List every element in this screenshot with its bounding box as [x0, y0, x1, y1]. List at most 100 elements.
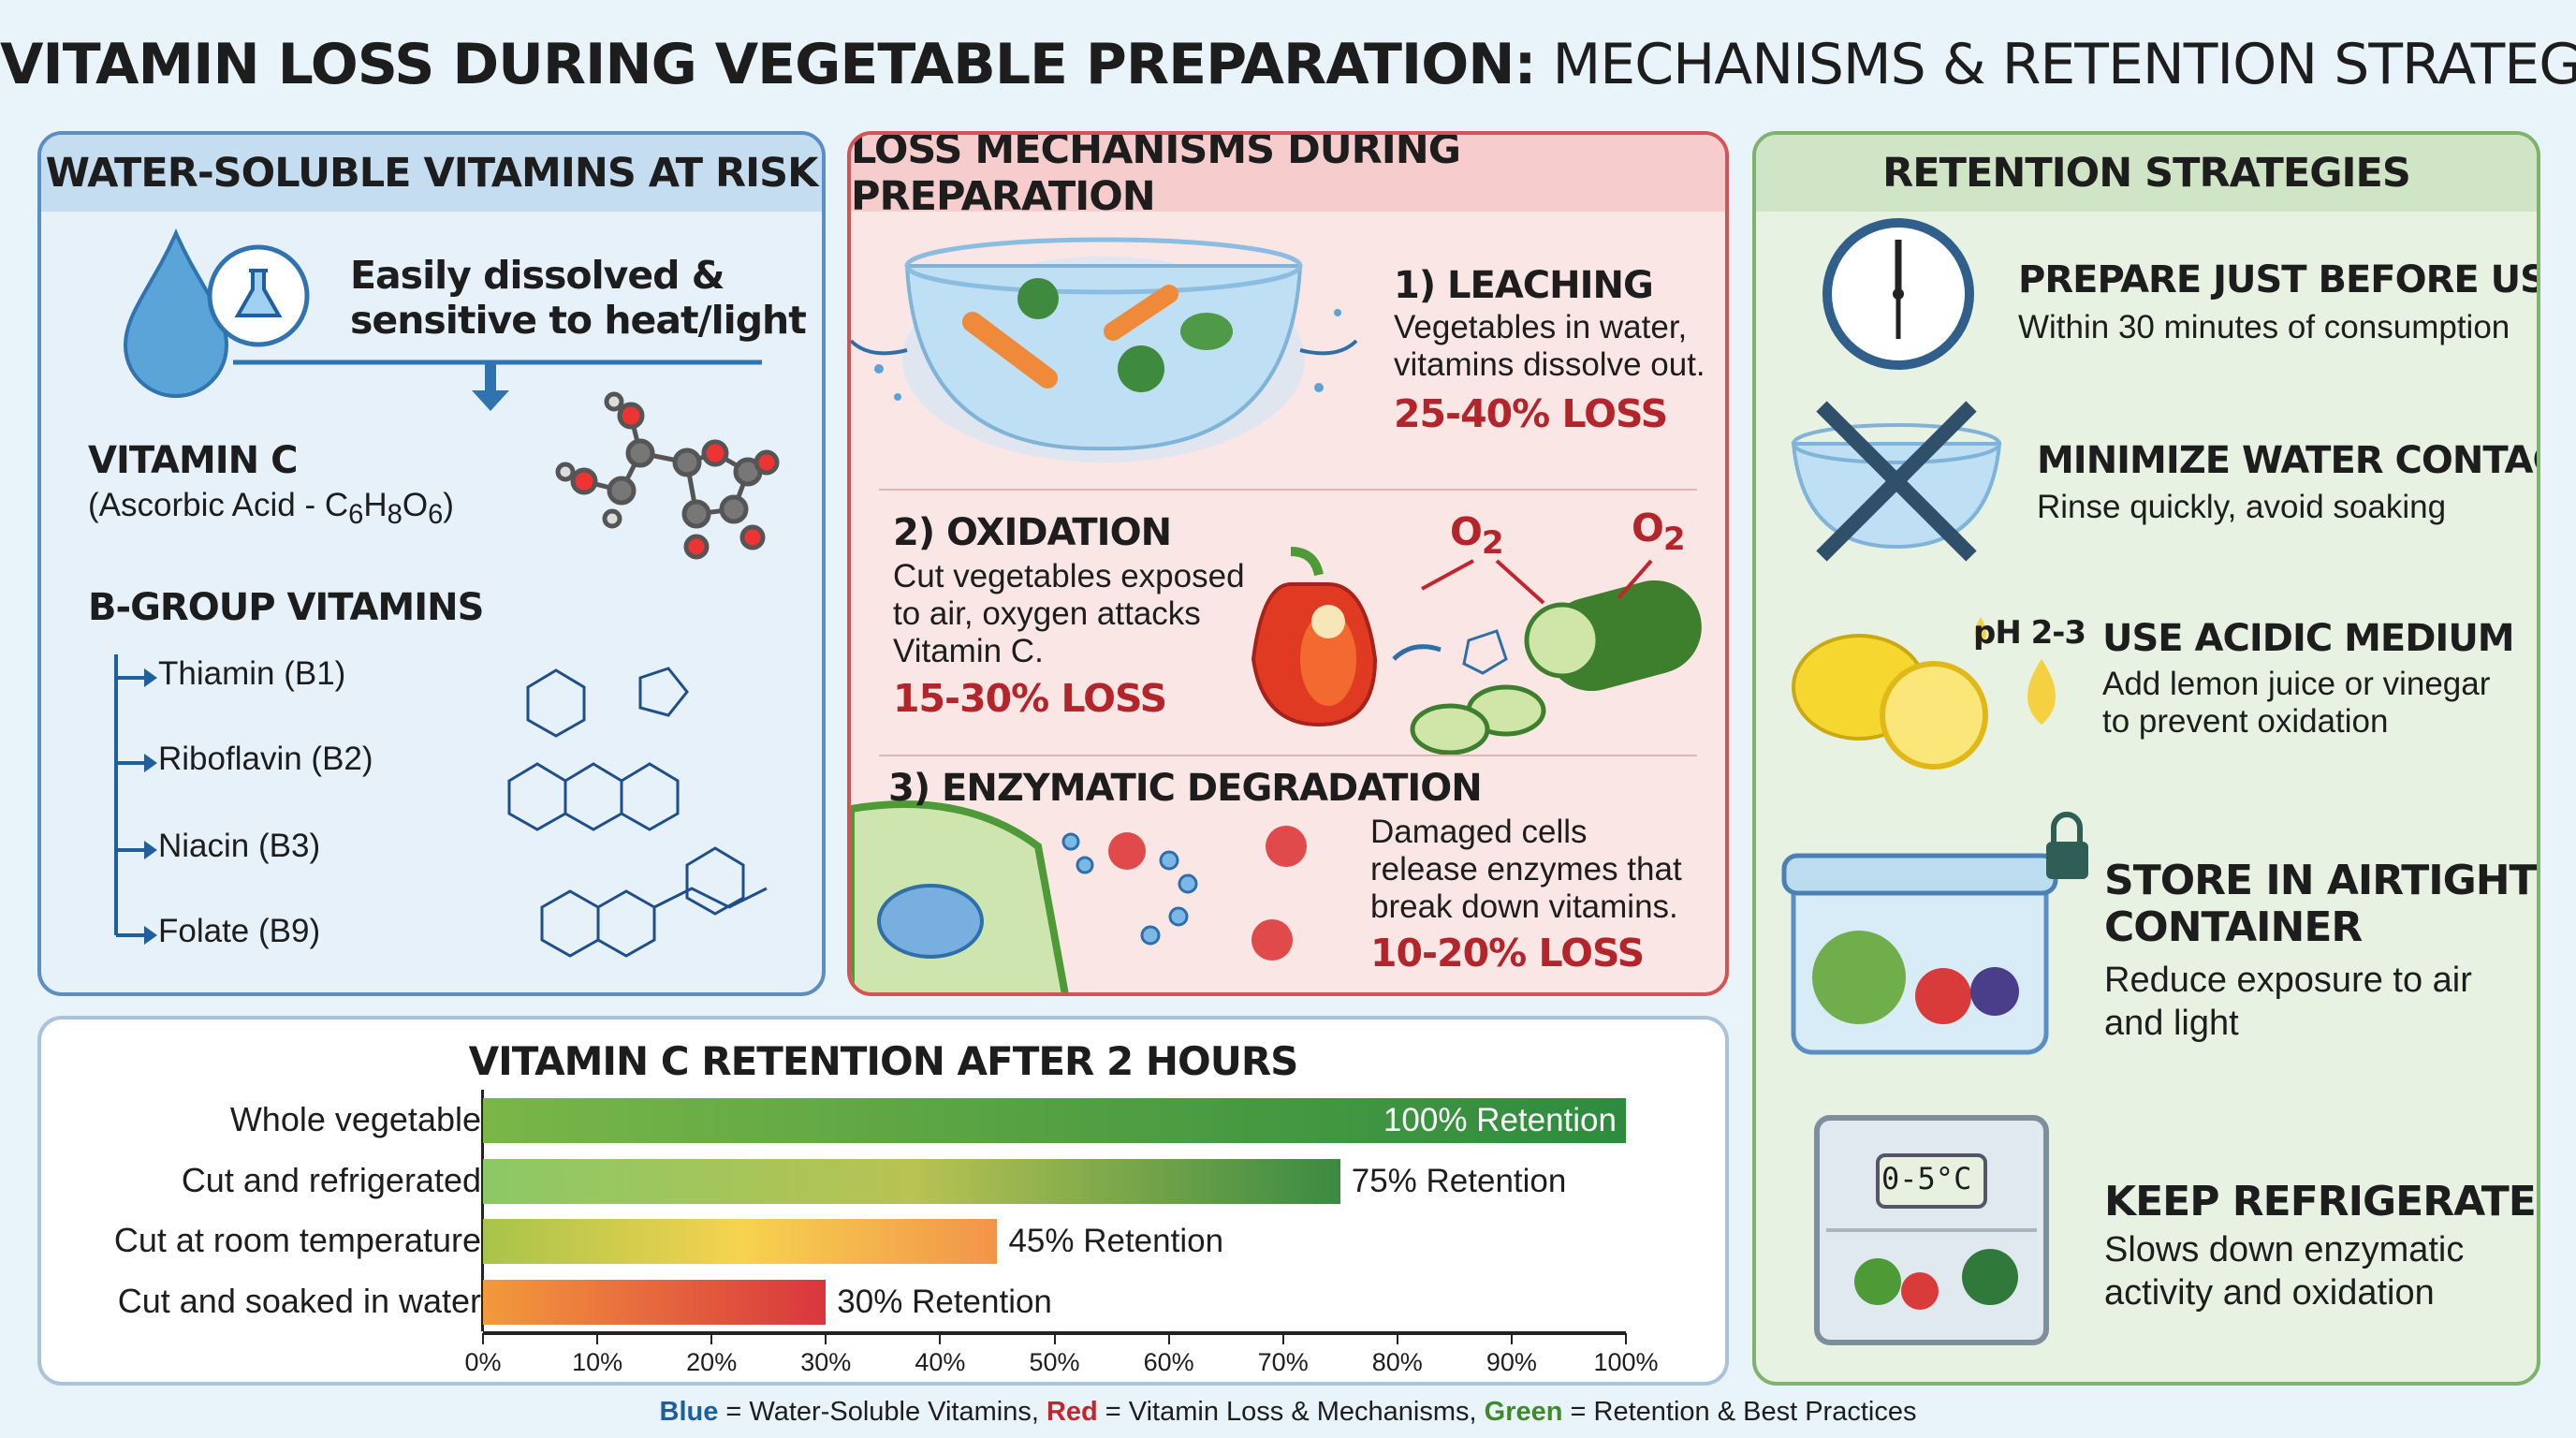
x-tick-label: 0% [464, 1348, 502, 1376]
panel-header: WATER-SOLUBLE VITAMINS AT RISK [41, 135, 822, 212]
x-tick-label: 30% [800, 1348, 852, 1376]
divider [879, 755, 1697, 756]
oxidation-text: Cut vegetables exposed to air, oxygen att… [893, 558, 1245, 670]
intro-line: Easily dissolved & [350, 253, 725, 298]
bar-data-label: 45% Retention [1008, 1223, 1224, 1259]
x-tick-mark [1281, 1333, 1284, 1344]
title-bold: VITAMIN LOSS DURING VEGETABLE PREPARATIO… [0, 32, 1536, 97]
strategy-title: PREPARE JUST BEFORE USE [2018, 258, 2540, 301]
bar [483, 1280, 827, 1325]
oxidation-loss: 15-30% LOSS [893, 676, 1167, 721]
legend-green: Green [1484, 1397, 1563, 1427]
vitamin-c-title: VITAMIN C [88, 439, 298, 482]
x-tick-mark [1510, 1333, 1513, 1344]
text-line: and light [2104, 1004, 2239, 1043]
ph-badge: pH 2-3 [1973, 614, 2086, 652]
category-label: Cut at room temperature [113, 1221, 481, 1259]
leaching-loss: 25-40% LOSS [1394, 391, 1668, 436]
intro-line: sensitive to heat/light [350, 298, 807, 343]
category-label: Cut and refrigerated [181, 1161, 481, 1199]
strategy-illustrations [1781, 218, 2088, 1345]
text-line: Cut vegetables exposed [893, 558, 1245, 594]
category-label: Whole vegetable [229, 1100, 481, 1138]
strategy-text: Reduce exposure to air and light [2104, 959, 2472, 1045]
text-line: break down vitamins. [1370, 888, 1678, 925]
x-tick-label: 10% [572, 1348, 623, 1376]
text-line: to prevent oxidation [2102, 703, 2389, 740]
clock-icon [1822, 218, 1974, 370]
text-line: release enzymes that [1370, 851, 1682, 888]
formula-h: H [363, 487, 388, 523]
bar-data-label: 75% Retention [1351, 1163, 1567, 1199]
strategy-text: Rinse quickly, avoid soaking [2037, 489, 2447, 525]
title-rest: MECHANISMS & RETENTION STRATEGIES [1535, 32, 2576, 97]
title-line: STORE IN AIRTIGHT [2104, 857, 2537, 904]
text-line: vitamins dissolve out. [1394, 346, 1705, 383]
ascorbic-acid-molecule [555, 391, 780, 560]
x-tick-mark [1396, 1333, 1398, 1344]
bar [483, 1219, 998, 1264]
bar-chart: Whole vegetable 100% Retention Cut and ref… [41, 1020, 1725, 1382]
text-line: Vitamin C. [893, 633, 1044, 669]
x-tick-mark [825, 1333, 827, 1344]
legend-text: = Water-Soluble Vitamins, [718, 1397, 1046, 1427]
text-line: Reduce exposure to air [2104, 961, 2472, 1000]
text-line: to air, oxygen attacks [893, 595, 1201, 632]
x-tick-mark [482, 1333, 484, 1344]
b-vitamin-item: Niacin (B3) [158, 828, 321, 864]
x-tick-mark [596, 1333, 599, 1344]
o2-sub: 2 [1662, 521, 1686, 559]
retention-strategies-panel: RETENTION STRATEGIES PREPARE JUST BEFORE… [1752, 131, 2540, 1386]
oxygen-label: O2 [1450, 509, 1504, 563]
formula-o: O [402, 487, 429, 523]
formula-close: ) [443, 487, 454, 523]
leaching-title: 1) LEACHING [1394, 264, 1654, 307]
o2-sub: 2 [1481, 524, 1504, 563]
oxidation-title: 2) OXIDATION [893, 511, 1172, 554]
mechanism-illustrations [851, 237, 1702, 992]
formula-sub: 6 [428, 500, 444, 530]
lemon-icon [1792, 617, 2056, 770]
leaching-bowl-icon [851, 237, 1358, 462]
x-tick-mark [710, 1333, 713, 1344]
x-tick-label: 40% [915, 1348, 966, 1376]
strategy-text: Add lemon juice or vinegar to prevent oxi… [2102, 666, 2490, 741]
enzymatic-loss: 10-20% LOSS [1370, 931, 1645, 976]
formula-sub: 8 [387, 500, 402, 530]
page-title: VITAMIN LOSS DURING VEGETABLE PREPARATIO… [0, 32, 2576, 97]
airtight-container-icon [1781, 812, 2088, 1055]
refrigerator-icon [1814, 1115, 2049, 1345]
bar [483, 1098, 1626, 1143]
x-tick-label: 70% [1257, 1348, 1309, 1376]
x-tick-mark [1625, 1333, 1627, 1344]
text-line: Damaged cells [1370, 814, 1588, 850]
water-drop-flask-icon [114, 228, 780, 958]
enzyme-icons [1108, 826, 1307, 961]
title-line: CONTAINER [2104, 903, 2363, 951]
x-tick-mark [939, 1333, 942, 1344]
x-tick-mark [1053, 1333, 1056, 1344]
strategy-title: KEEP REFRIGERATED [2104, 1178, 2540, 1225]
fridge-temperature-display: 0-5°C [1881, 1161, 1972, 1196]
y-axis-line [481, 1090, 484, 1331]
damaged-cell-icon [851, 800, 1069, 992]
vitamin-molecule-icons [1061, 832, 1198, 946]
strategy-text: Slows down enzymatic activity and oxidati… [2104, 1228, 2464, 1314]
strategy-title: MINIMIZE WATER CONTACT [2037, 439, 2540, 482]
x-tick-mark [1167, 1333, 1170, 1344]
bar-data-label: 30% Retention [837, 1284, 1052, 1320]
text-line: Slows down enzymatic [2104, 1230, 2465, 1269]
x-tick-label: 50% [1029, 1348, 1080, 1376]
o2-label: O [1632, 506, 1664, 550]
retention-chart-panel: VITAMIN C RETENTION AFTER 2 HOURS Whole … [37, 1016, 1729, 1386]
b-group-title: B-GROUP VITAMINS [88, 586, 484, 629]
text-line: Add lemon juice or vinegar [2102, 666, 2491, 702]
bell-pepper-icon [1251, 547, 1378, 727]
formula-prefix: (Ascorbic Acid - C [88, 487, 349, 523]
b-vitamin-item: Thiamin (B1) [158, 655, 346, 692]
water-soluble-panel: WATER-SOLUBLE VITAMINS AT RISK [37, 131, 826, 996]
color-legend: Blue = Water-Soluble Vitamins, Red = Vit… [0, 1397, 2576, 1428]
cucumber-icon [1410, 580, 1702, 756]
strategy-text: Within 30 minutes of consumption [2018, 309, 2510, 345]
enzymatic-text: Damaged cells release enzymes that break d… [1370, 814, 1682, 926]
